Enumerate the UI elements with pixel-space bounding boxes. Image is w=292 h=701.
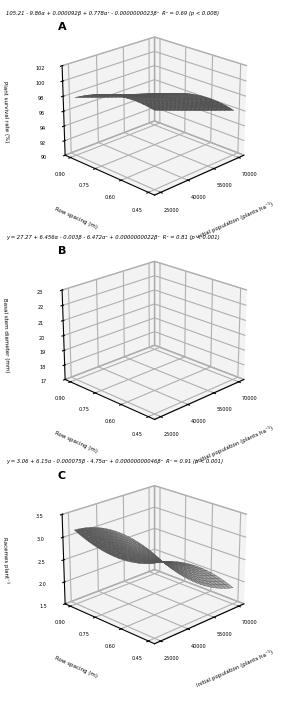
X-axis label: Initial population (plants ha⁻¹): Initial population (plants ha⁻¹) — [195, 200, 274, 240]
Y-axis label: Row spacing (m): Row spacing (m) — [54, 207, 98, 230]
Text: y = 27.27 + 6.456α - 0.003β - 6.472α² + 0.0000000022β²  R² = 0.81 (p < 0.001): y = 27.27 + 6.456α - 0.003β - 6.472α² + … — [6, 235, 220, 240]
Y-axis label: Row spacing (m): Row spacing (m) — [54, 655, 98, 679]
Text: A: A — [58, 22, 67, 32]
Y-axis label: Row spacing (m): Row spacing (m) — [54, 431, 98, 454]
Text: 105.21 - 9.86α + 0.000092β + 0.778α² - 0.0000000023β²  R² = 0.69 (p < 0.008): 105.21 - 9.86α + 0.000092β + 0.778α² - 0… — [6, 11, 219, 15]
Text: y = 3.06 + 6.15α - 0.000075β - 4.75α² + 0.00000000046β²  R² = 0.91 (p < 0.001): y = 3.06 + 6.15α - 0.000075β - 4.75α² + … — [6, 459, 223, 464]
X-axis label: Initial population (plants ha⁻¹): Initial population (plants ha⁻¹) — [195, 649, 274, 688]
X-axis label: Initial population (plants ha⁻¹): Initial population (plants ha⁻¹) — [195, 425, 274, 464]
Text: B: B — [58, 246, 66, 257]
Text: C: C — [58, 470, 66, 481]
